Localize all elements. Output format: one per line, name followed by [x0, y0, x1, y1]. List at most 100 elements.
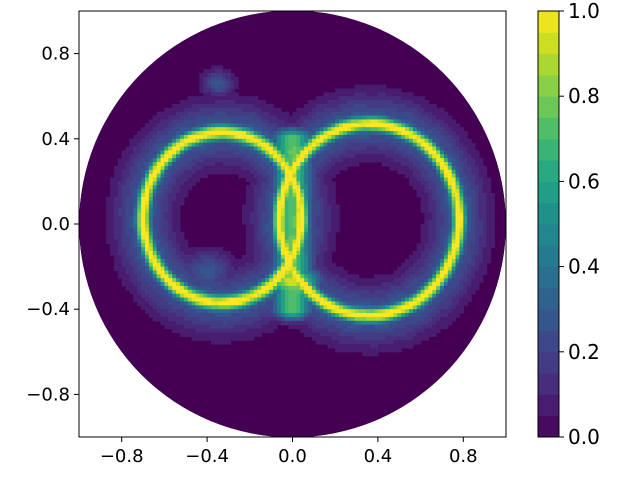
density-cell	[490, 200, 495, 206]
density-cell	[176, 196, 181, 202]
density-cell	[203, 72, 208, 78]
density-cell	[257, 103, 263, 109]
density-cell	[121, 282, 127, 287]
density-cell	[424, 328, 429, 334]
density-cell	[261, 158, 266, 163]
density-cell	[191, 262, 197, 268]
plot-area	[79, 10, 506, 438]
density-cell	[257, 289, 263, 295]
density-cell	[315, 189, 321, 194]
density-cell	[179, 274, 185, 279]
density-cell	[346, 332, 352, 337]
density-cell	[354, 142, 360, 148]
density-cell	[319, 150, 325, 155]
density-cell	[288, 274, 294, 279]
density-cell	[331, 96, 336, 101]
density-cell	[319, 212, 325, 217]
density-cell	[362, 313, 367, 318]
density-cell	[129, 185, 134, 190]
density-cell	[222, 169, 228, 175]
density-cell	[300, 313, 305, 318]
density-cell	[471, 262, 476, 268]
density-cell	[245, 220, 251, 225]
density-cell	[440, 301, 445, 306]
density-cell	[148, 270, 154, 275]
density-cell	[276, 204, 282, 210]
density-cell	[265, 185, 270, 190]
density-cell	[385, 347, 391, 353]
density-cell	[257, 134, 263, 140]
density-cell	[179, 247, 185, 252]
density-cell	[311, 278, 317, 283]
density-cell	[230, 293, 235, 299]
density-cell	[288, 189, 294, 194]
density-cell	[463, 293, 468, 299]
density-cell	[152, 282, 158, 287]
density-cell	[296, 134, 301, 140]
density-cell	[214, 305, 220, 310]
density-cell	[176, 169, 181, 175]
density-cell	[447, 278, 453, 283]
density-cell	[144, 196, 150, 202]
density-cell	[323, 142, 329, 148]
density-cell	[261, 204, 266, 210]
density-cell	[412, 138, 418, 144]
density-cell	[141, 127, 146, 132]
density-cell	[168, 231, 173, 237]
density-cell	[129, 193, 134, 198]
density-cell	[152, 262, 158, 268]
density-cell	[436, 254, 441, 260]
density-cell	[257, 313, 263, 318]
density-cell	[168, 247, 173, 252]
density-cell	[311, 297, 317, 303]
density-cell	[393, 328, 398, 334]
density-cell	[234, 154, 239, 159]
density-cell	[179, 262, 185, 268]
density-cell	[420, 262, 426, 268]
density-cell	[168, 150, 173, 155]
density-cell	[276, 111, 282, 117]
density-cell	[249, 165, 255, 171]
density-cell	[121, 196, 127, 202]
density-cell	[319, 173, 325, 179]
density-cell	[397, 154, 402, 159]
density-cell	[195, 316, 200, 322]
density-cell	[191, 138, 197, 144]
density-cell	[261, 196, 266, 202]
density-cell	[284, 285, 290, 291]
density-cell	[315, 169, 321, 175]
density-cell	[141, 220, 146, 225]
density-cell	[113, 220, 119, 225]
density-cell	[459, 146, 464, 152]
density-cell	[176, 127, 181, 132]
density-cell	[144, 173, 150, 179]
density-cell	[168, 282, 173, 287]
colorbar-tick-label: 0.6	[568, 169, 600, 193]
density-cell	[304, 185, 309, 190]
density-cell	[471, 200, 476, 206]
density-cell	[304, 251, 309, 256]
density-cell	[179, 173, 185, 179]
density-cell	[168, 320, 173, 326]
density-cell	[280, 239, 286, 244]
density-cell	[424, 162, 429, 167]
density-cell	[463, 216, 468, 221]
density-cell	[331, 231, 336, 237]
density-cell	[156, 158, 162, 163]
density-cell	[133, 278, 138, 283]
density-cell	[234, 270, 239, 275]
density-cell	[385, 309, 391, 314]
density-cell	[447, 173, 453, 179]
density-cell	[230, 258, 235, 264]
density-cell	[377, 332, 383, 337]
y-tick-label: 0.4	[41, 129, 70, 150]
density-cell	[440, 185, 445, 190]
density-cell	[179, 289, 185, 295]
density-cell	[144, 127, 150, 132]
density-cell	[133, 220, 138, 225]
density-cell	[199, 115, 204, 121]
density-cell	[339, 96, 344, 101]
density-cell	[164, 115, 169, 121]
density-cell	[358, 92, 363, 97]
density-cell	[296, 107, 301, 113]
